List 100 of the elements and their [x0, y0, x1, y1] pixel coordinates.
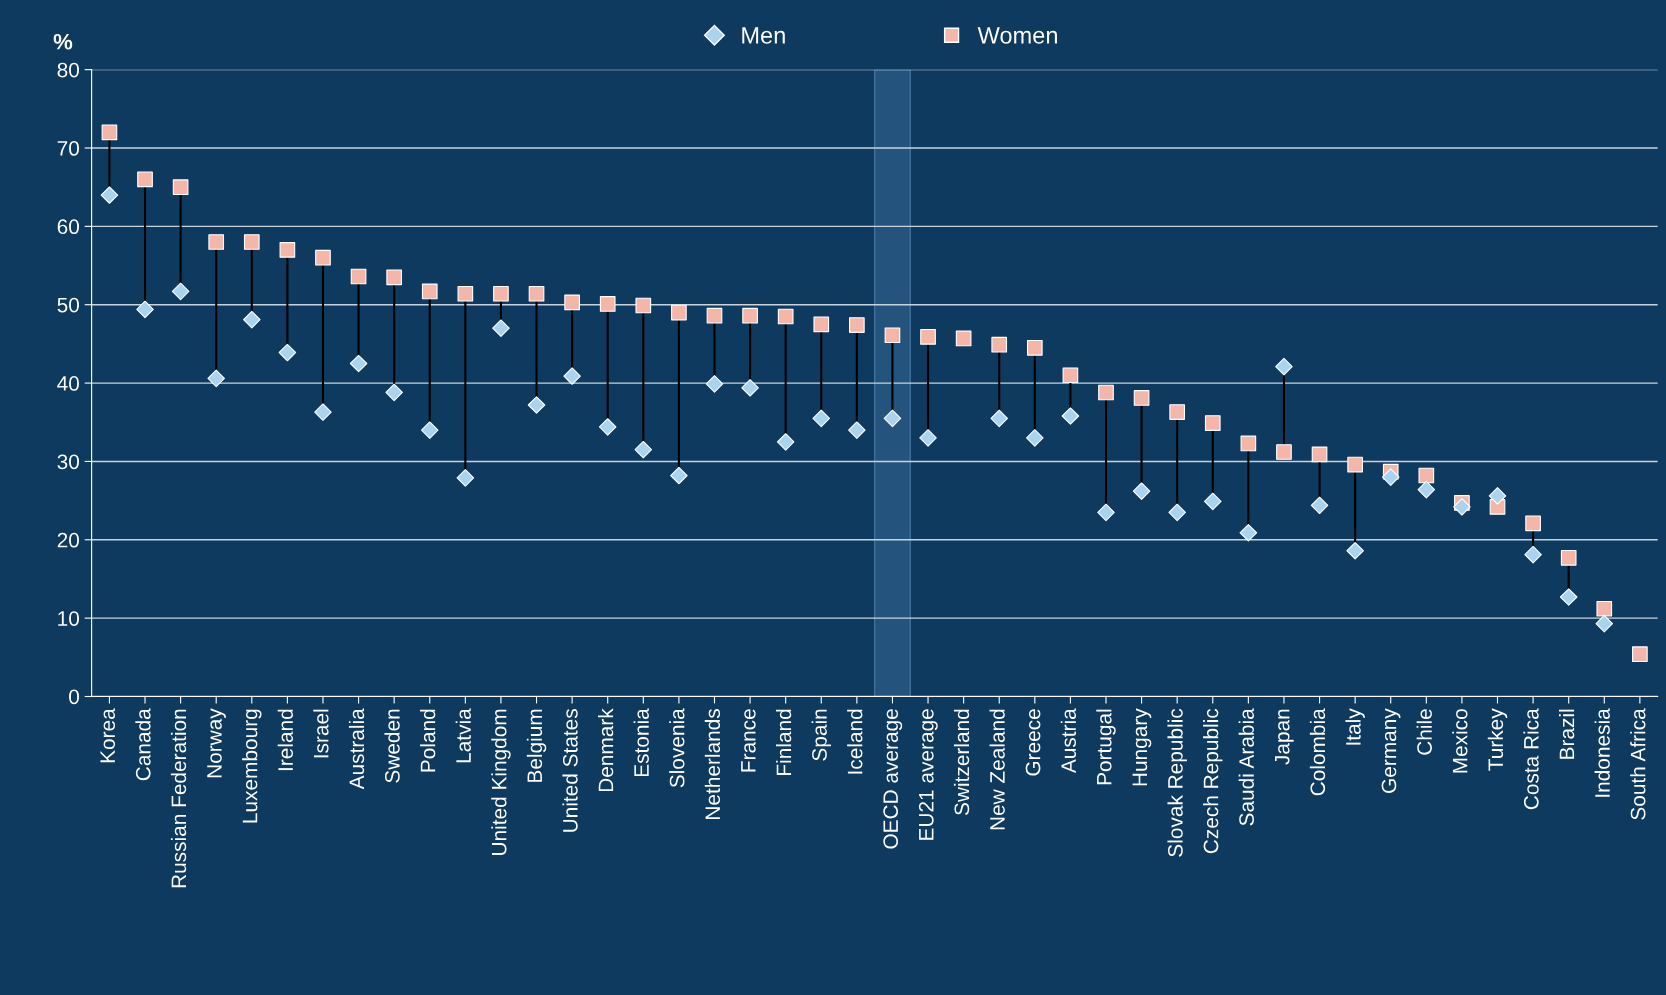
- point: [1524, 545, 1542, 564]
- x-tick-label: Brazil: [1558, 709, 1575, 759]
- x-tick-label: Italy: [1345, 708, 1365, 745]
- point: [1310, 496, 1329, 515]
- y-tick-label: 70: [57, 141, 80, 156]
- x-tick-label: EU21 average: [918, 709, 938, 840]
- point: [1311, 446, 1328, 463]
- point: [955, 330, 972, 347]
- x-tick-label: Germany: [1381, 708, 1401, 793]
- point: [1026, 429, 1044, 447]
- point: [1204, 415, 1221, 431]
- point: [456, 469, 475, 487]
- point: [457, 285, 474, 302]
- x-tick-label: Netherlands: [704, 709, 721, 819]
- point: [243, 234, 260, 250]
- x-tick-label: Japan: [1275, 709, 1294, 765]
- point: [1381, 468, 1400, 486]
- point: [705, 375, 724, 393]
- point: [1275, 357, 1293, 376]
- x-tick-label: Greece: [1025, 709, 1041, 776]
- point: [1169, 404, 1186, 420]
- x-tick-label: Estonia: [633, 708, 649, 777]
- point: [849, 317, 865, 333]
- point: [1595, 614, 1614, 633]
- x-tick-label: Russian Federation: [170, 709, 187, 888]
- point: [635, 297, 652, 314]
- point: [527, 396, 546, 414]
- y-tick-label: 80: [57, 62, 80, 78]
- x-tick-label: France: [741, 709, 756, 772]
- x-tick-label: United Kingdom: [491, 709, 511, 855]
- point: [1453, 498, 1471, 516]
- point: [315, 249, 331, 266]
- point: [1204, 492, 1222, 511]
- point: [1276, 444, 1292, 460]
- x-tick-label: Ireland: [277, 709, 293, 771]
- y-axis-title: %: [53, 33, 73, 50]
- x-tick-label: Hungary: [1132, 708, 1152, 786]
- point: [670, 466, 688, 485]
- point: [172, 179, 189, 196]
- point: [1560, 549, 1577, 566]
- x-tick-label: Turkey: [1487, 708, 1508, 771]
- x-tick-label: Saudi Arabia: [1238, 708, 1254, 826]
- point: [563, 367, 581, 385]
- point: [493, 285, 509, 302]
- x-tick-label: Finland: [775, 709, 792, 775]
- point: [1026, 339, 1043, 356]
- x-tick-label: Costa Rica: [1523, 708, 1539, 810]
- point: [207, 369, 225, 388]
- point: [385, 383, 403, 402]
- x-tick-label: Latvia: [455, 708, 471, 763]
- point: [634, 440, 653, 459]
- point: [1346, 541, 1364, 560]
- point: [1347, 456, 1363, 473]
- point: [492, 319, 510, 337]
- x-tick-label: OECD average: [883, 709, 903, 849]
- y-tick-label: 60: [57, 219, 80, 235]
- x-tick-label: Luxembourg: [242, 709, 262, 823]
- x-tick-label: Slovak Republic: [1167, 708, 1187, 857]
- point: [528, 285, 545, 302]
- point: [1062, 367, 1079, 384]
- x-tick-label: Sweden: [384, 709, 400, 783]
- point: [920, 329, 936, 345]
- legend-label: Men: [742, 27, 785, 44]
- point: [1097, 503, 1115, 522]
- point: [136, 300, 154, 319]
- point: [1559, 588, 1578, 606]
- point: [813, 316, 830, 333]
- x-tick-label: Portugal: [1096, 709, 1116, 785]
- point: [420, 421, 439, 439]
- x-tick-label: Slovenia: [669, 708, 685, 788]
- x-tick-label: Iceland: [847, 709, 863, 774]
- y-tick-label: 50: [57, 297, 80, 313]
- x-tick-label: Denmark: [598, 708, 614, 792]
- x-tick-label: Indonesia: [1594, 708, 1610, 797]
- point: [421, 283, 438, 300]
- point: [884, 327, 901, 344]
- x-tick-label: Czech Republic: [1203, 708, 1223, 854]
- point: [991, 336, 1008, 353]
- point: [137, 171, 153, 188]
- point: [1168, 503, 1186, 522]
- point: [1133, 390, 1150, 406]
- y-tick-label: 10: [58, 611, 80, 626]
- point: [1132, 482, 1151, 500]
- x-tick-label: Norway: [207, 708, 226, 778]
- point: [1239, 523, 1258, 542]
- x-tick-label: Switzerland: [953, 709, 970, 816]
- point: [279, 242, 296, 258]
- point: [101, 124, 118, 141]
- y-tick-label: 40: [57, 376, 80, 391]
- y-tick-label: 20: [57, 532, 80, 548]
- point: [706, 307, 723, 324]
- legend-label: Women: [977, 27, 1057, 44]
- x-tick-label: Belgium: [526, 709, 547, 782]
- x-tick-label: Spain: [811, 709, 831, 761]
- x-tick-label: United States: [562, 709, 578, 832]
- point: [741, 379, 759, 397]
- point: [1061, 407, 1080, 425]
- x-tick-label: New Zealand: [989, 709, 1005, 830]
- x-tick-label: South Africa: [1630, 708, 1646, 820]
- point: [208, 234, 225, 250]
